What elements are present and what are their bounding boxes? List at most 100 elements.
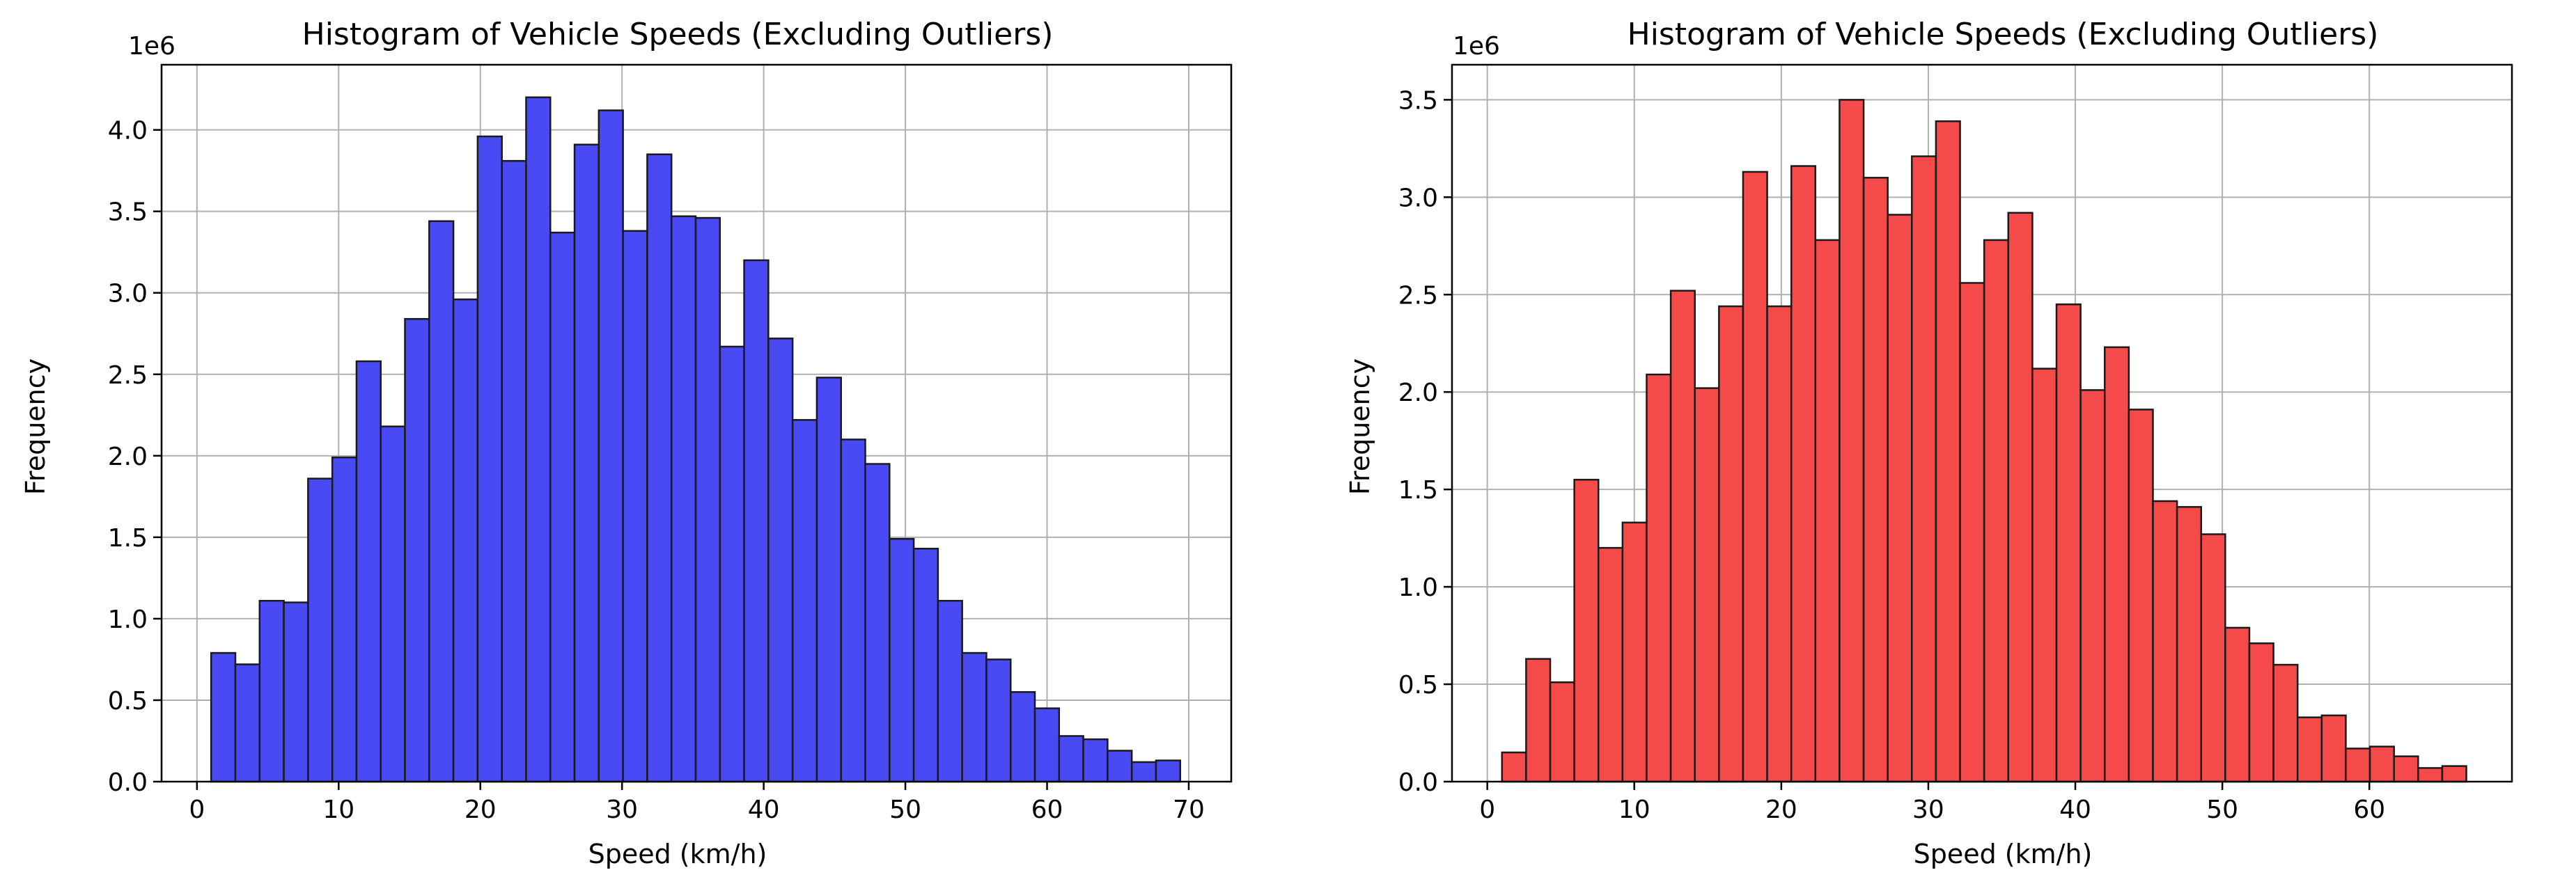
histogram-bar (961, 651, 988, 783)
x-tick-label: 60 (2353, 796, 2385, 824)
histogram-bar (2079, 389, 2106, 783)
y-tick-label: 3.5 (1398, 86, 1438, 115)
histogram-bar (2200, 533, 2226, 783)
histogram-bar (2104, 346, 2130, 783)
y-tick-label: 1.0 (108, 606, 148, 634)
bars (1501, 99, 2467, 783)
histogram-bar (2368, 745, 2395, 783)
histogram-bar (1107, 750, 1133, 783)
histogram-bar (670, 215, 697, 783)
histogram-bar (1573, 478, 1600, 783)
histogram-bar (1983, 239, 2010, 783)
histogram-bar (743, 259, 770, 783)
histogram-bar (283, 601, 309, 783)
y-tick-label: 1.5 (1398, 476, 1438, 505)
histogram-bar (1669, 290, 1696, 783)
histogram-bar (380, 425, 406, 783)
histogram-bar (694, 216, 721, 783)
x-tick-label: 0 (1479, 796, 1495, 824)
histogram-bar (1130, 761, 1157, 783)
x-tick-label: 10 (322, 796, 354, 824)
histogram-bar (2031, 368, 2058, 783)
histogram-bar (1598, 546, 1624, 783)
histogram-bar (2176, 506, 2202, 783)
histogram-bar (2128, 409, 2154, 783)
histogram-bar (1959, 282, 1985, 783)
histogram-bar (1718, 305, 1744, 783)
histogram-bar (2272, 663, 2299, 783)
x-tick-label: 20 (465, 796, 497, 824)
histogram-bar (428, 220, 455, 783)
histogram-bar (2417, 767, 2444, 783)
histogram-bar (1009, 691, 1036, 783)
histogram-bar (2152, 500, 2178, 783)
y-tick-label: 2.0 (1398, 379, 1438, 407)
x-tick-label: 50 (889, 796, 921, 824)
histogram-bar (2393, 755, 2419, 783)
y-tick-label: 3.0 (1398, 184, 1438, 212)
histogram-bar (1790, 165, 1817, 783)
y-tick-label: 3.0 (108, 280, 148, 308)
histogram-bar (2055, 303, 2082, 783)
histogram-bar (646, 153, 673, 783)
y-tick-label: 2.0 (108, 443, 148, 471)
histogram-bar (1887, 214, 1913, 783)
y-tick-label: 3.5 (108, 198, 148, 227)
y-offset-label: 1e6 (1453, 32, 1500, 61)
y-axis-label: Frequency (20, 358, 51, 495)
y-tick-label: 2.5 (1398, 281, 1438, 310)
histogram-bar (573, 143, 600, 783)
histogram-panel-right: Histogram of Vehicle Speeds (Excluding O… (1345, 17, 2513, 869)
chart-title: Histogram of Vehicle Speeds (Excluding O… (1627, 17, 2379, 52)
y-tick-label: 0.5 (108, 687, 148, 716)
histogram-bar (622, 230, 648, 783)
histogram-bar (912, 548, 939, 783)
histogram-bar (549, 231, 576, 783)
x-tick-label: 60 (1031, 796, 1063, 824)
y-tick-label: 0.0 (108, 768, 148, 797)
histogram-bar (1058, 735, 1084, 783)
histogram-bar (1621, 521, 1648, 783)
histogram-bar (355, 360, 382, 783)
y-tick-label: 4.0 (108, 117, 148, 145)
y-tick-label: 1.5 (108, 524, 148, 553)
histogram-bar (525, 96, 552, 783)
histogram-bar (864, 463, 891, 783)
histogram-bar (889, 537, 915, 783)
histogram-bar (258, 599, 285, 783)
histogram-bar (2441, 765, 2467, 783)
histogram-bar (815, 377, 842, 783)
histogram-bar (1862, 177, 1889, 783)
y-axis-label: Frequency (1345, 358, 1375, 495)
x-axis-label: Speed (km/h) (588, 839, 767, 869)
histogram-bar (598, 109, 624, 783)
histogram-bar (791, 419, 818, 783)
histogram-bar (307, 477, 334, 783)
histogram-bar (1082, 738, 1109, 783)
histogram-bar (2296, 716, 2323, 783)
histogram-bar (234, 663, 261, 783)
histogram-bar (1033, 707, 1061, 783)
histogram-bar (2224, 626, 2251, 783)
histogram-bar (1646, 373, 1672, 783)
x-tick-label: 30 (1912, 796, 1944, 824)
histogram-bar (1766, 305, 1793, 783)
histogram-bar (2345, 748, 2371, 783)
histogram-bar (210, 651, 237, 783)
histogram-bar (331, 456, 358, 783)
x-tick-label: 40 (2059, 796, 2091, 824)
histogram-bar (1839, 99, 1865, 783)
x-tick-label: 30 (606, 796, 638, 824)
x-tick-label: 10 (1618, 796, 1650, 824)
y-tick-label: 1.0 (1398, 574, 1438, 602)
histogram-bar (404, 317, 430, 783)
histogram-bar (1935, 120, 1961, 783)
histogram-bar (719, 345, 745, 783)
histogram-bar (501, 159, 527, 783)
y-tick-label: 0.0 (1398, 768, 1438, 797)
x-tick-label: 40 (748, 796, 780, 824)
x-tick-label: 50 (2206, 796, 2238, 824)
bars (210, 96, 1182, 783)
